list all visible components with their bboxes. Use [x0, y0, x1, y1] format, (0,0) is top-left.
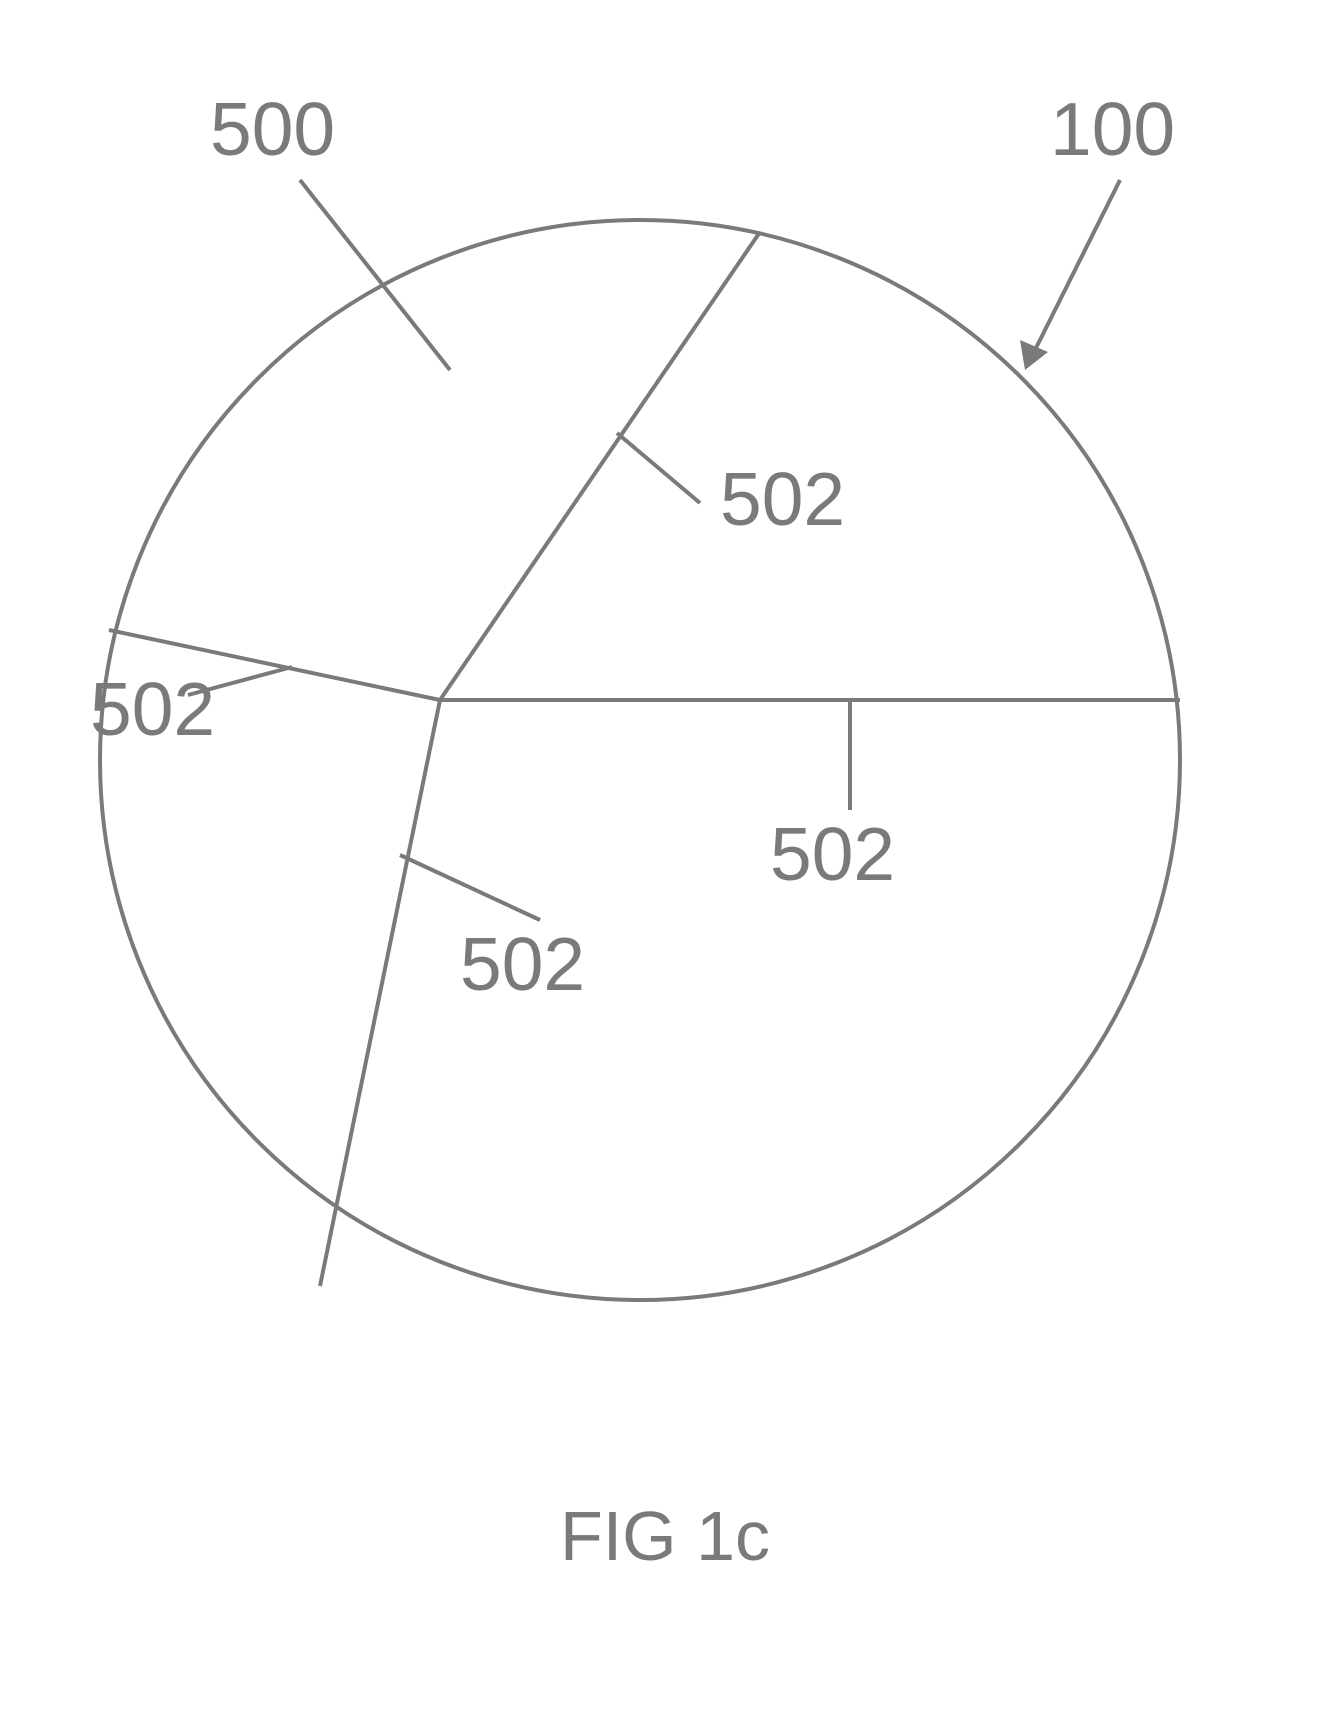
- label-502a: 502: [720, 457, 845, 541]
- figure-caption: FIG 1c: [560, 1497, 770, 1575]
- leader-502c: [400, 855, 540, 920]
- callout-leaders: [188, 180, 1120, 920]
- label-500: 500: [210, 87, 335, 171]
- label-502c: 502: [460, 922, 585, 1006]
- label-100: 100: [1050, 87, 1175, 171]
- label-502d: 502: [770, 812, 895, 896]
- label-502b: 502: [90, 667, 215, 751]
- callout-labels: 500 100 502 502 502 502: [90, 87, 1175, 1006]
- leader-500: [300, 180, 450, 370]
- leader-502a: [617, 433, 700, 503]
- figure-diagram: 500 100 502 502 502 502 FIG 1c: [0, 0, 1330, 1714]
- radial-lines: [109, 232, 1180, 1286]
- circle-outline: [100, 220, 1180, 1300]
- leader-100-arrow: [1020, 180, 1120, 370]
